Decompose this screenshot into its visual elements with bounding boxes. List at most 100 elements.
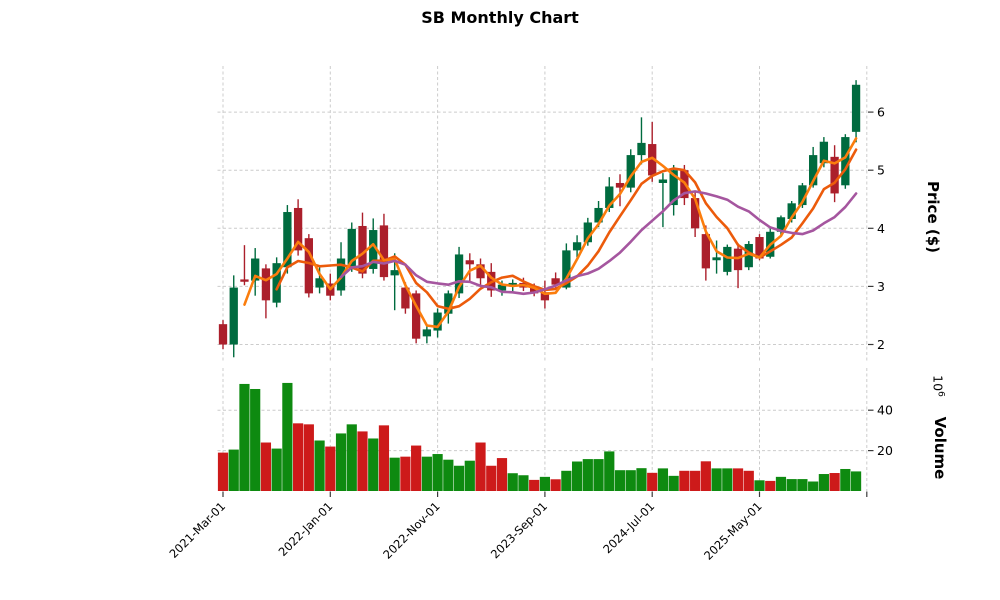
volume-bar xyxy=(786,479,797,491)
candle-body xyxy=(261,268,271,301)
price-tick-label: 4 xyxy=(877,221,885,236)
date-tick-label: 2022-Jan-01 xyxy=(276,499,336,559)
candle-body xyxy=(830,156,839,194)
volume-bar xyxy=(496,458,508,491)
candle-body xyxy=(819,141,829,164)
candle-body xyxy=(229,287,238,345)
volume-bar xyxy=(765,480,776,491)
candle-body xyxy=(787,203,796,220)
candle-body xyxy=(690,198,700,229)
volume-bar xyxy=(228,449,239,491)
candle-body xyxy=(347,228,356,268)
volume-bar xyxy=(700,461,711,491)
candle-body xyxy=(798,185,807,206)
volume-bar xyxy=(421,456,432,491)
volume-bar xyxy=(250,388,261,491)
volume-bar xyxy=(464,460,475,491)
volume-bar xyxy=(293,423,304,491)
volume-tick-label: 40 xyxy=(877,403,893,418)
candle-body xyxy=(401,287,410,309)
candle-body xyxy=(851,84,861,132)
candle-body xyxy=(744,243,753,268)
candle-body xyxy=(712,257,721,261)
candle-body xyxy=(626,155,635,188)
price-tick-label: 5 xyxy=(877,163,885,178)
volume-bar xyxy=(378,425,390,491)
volume-bar xyxy=(582,459,593,491)
candle-body xyxy=(723,246,732,272)
volume-bar xyxy=(400,456,411,491)
candle-body xyxy=(648,144,657,176)
price-tick-label: 2 xyxy=(877,337,885,352)
candle-body xyxy=(293,207,303,251)
candle-body xyxy=(240,279,249,282)
volume-tick-label: 20 xyxy=(877,443,893,458)
volume-bar xyxy=(636,468,647,491)
candle-body xyxy=(379,225,389,278)
volume-bar xyxy=(217,452,229,491)
candle-body xyxy=(315,278,324,288)
candle-body xyxy=(433,312,442,331)
volume-bar xyxy=(775,476,787,491)
candle-body xyxy=(562,250,571,288)
volume-bar xyxy=(840,468,851,491)
volume-bar xyxy=(690,470,701,491)
volume-bar xyxy=(732,468,744,491)
candle-body xyxy=(465,260,474,265)
volume-bar xyxy=(797,479,808,491)
volume-bar xyxy=(335,433,347,491)
candle-body xyxy=(358,225,367,274)
chart-title: SB Monthly Chart xyxy=(421,8,579,27)
ma-slow-line xyxy=(339,190,858,296)
candle-body xyxy=(776,217,786,232)
candle-body xyxy=(551,278,560,285)
date-tick-label: 2021-Mar-01 xyxy=(166,499,228,561)
candle-body xyxy=(658,179,668,183)
volume-bar xyxy=(303,424,314,491)
volume-bar xyxy=(346,424,357,491)
volume-bar xyxy=(282,382,293,491)
candle-body xyxy=(701,234,710,269)
candle-body xyxy=(572,242,582,251)
volume-bar xyxy=(614,470,626,491)
volume-bar xyxy=(668,475,679,491)
volume-bar xyxy=(443,459,454,491)
candle-body xyxy=(497,284,507,291)
candle-body xyxy=(476,264,485,279)
volume-bar xyxy=(679,470,690,491)
volume-bar xyxy=(647,472,658,491)
volume-bar xyxy=(389,457,400,491)
candle-body xyxy=(841,137,850,186)
volume-bar xyxy=(604,451,615,491)
candle-body xyxy=(304,238,313,294)
volume-bar xyxy=(368,438,379,491)
volume-bar xyxy=(529,479,540,491)
volume-bar xyxy=(357,431,368,491)
volume-bar xyxy=(829,473,840,491)
candle-body xyxy=(411,293,421,339)
candle-body xyxy=(508,282,517,285)
volume-bar xyxy=(818,474,829,491)
volume-bar xyxy=(432,454,443,491)
price-tick-label: 3 xyxy=(877,279,885,294)
candle-body xyxy=(369,230,378,269)
candle-body xyxy=(422,329,432,337)
volume-bar xyxy=(518,475,529,491)
volume-bar xyxy=(808,481,819,491)
candle-body xyxy=(637,142,646,156)
candle-body xyxy=(605,186,614,208)
volume-bar xyxy=(486,465,497,491)
candle-body xyxy=(583,222,592,243)
volume-bar xyxy=(314,440,325,491)
candle-body xyxy=(390,270,399,276)
volume-bar xyxy=(260,442,272,491)
price-tick-label: 6 xyxy=(877,105,885,120)
candle-body xyxy=(218,324,228,345)
date-tick-label: 2025-May-01 xyxy=(701,499,764,562)
date-tick-label: 2024-Jul-01 xyxy=(600,499,657,556)
volume-bar xyxy=(711,468,722,491)
candle-body xyxy=(336,258,346,291)
volume-bar xyxy=(722,468,733,491)
